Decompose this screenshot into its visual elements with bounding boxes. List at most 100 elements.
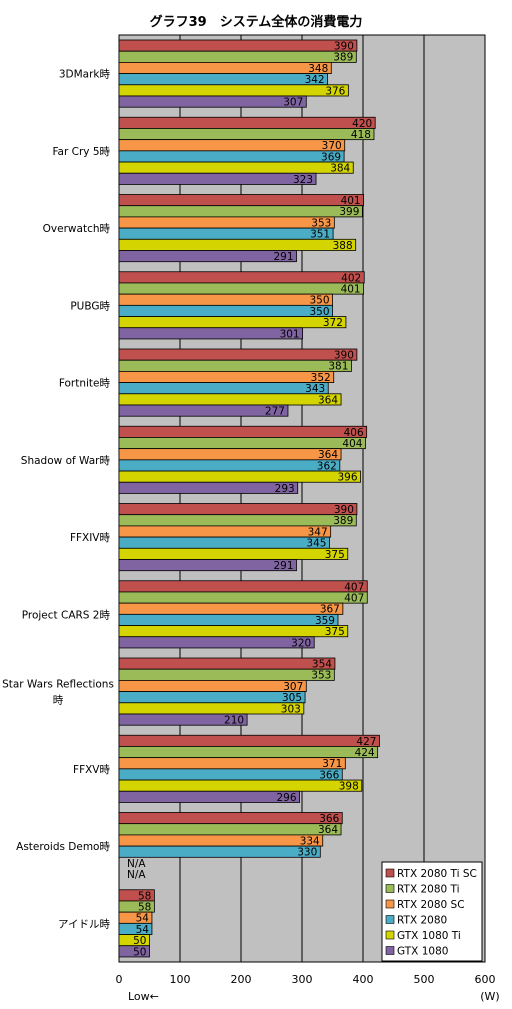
- bar: [118, 393, 342, 406]
- bar: [118, 128, 375, 141]
- bar: [118, 580, 368, 593]
- bar: [118, 304, 333, 317]
- value-label: 396: [338, 472, 358, 484]
- bar: [118, 216, 335, 229]
- bar: [118, 227, 334, 240]
- category-label: Star Wars Reflections 時: [2, 679, 114, 707]
- value-label: 420: [352, 118, 372, 130]
- legend: RTX 2080 Ti SC RTX 2080 Ti RTX 2080 SC RTX …: [381, 861, 483, 962]
- x-tick-label: 200: [231, 973, 252, 986]
- value-label: 350: [309, 306, 329, 318]
- bar: [118, 238, 357, 251]
- value-label: 58: [138, 901, 151, 913]
- bar: [118, 591, 368, 604]
- bar: [118, 250, 297, 263]
- bar: [118, 812, 343, 825]
- value-label: 371: [322, 758, 342, 770]
- value-label: 427: [356, 736, 376, 748]
- value-label: 353: [311, 217, 331, 229]
- bar: [118, 62, 332, 75]
- bar: [118, 425, 368, 438]
- value-label: 401: [341, 283, 361, 295]
- bar: [118, 282, 365, 295]
- legend-swatch: [385, 899, 395, 909]
- value-label: 407: [344, 581, 364, 593]
- category-label: 3DMark時: [59, 69, 111, 81]
- value-label: 342: [305, 74, 325, 86]
- bar: [118, 834, 324, 847]
- value-label: 402: [341, 272, 361, 284]
- na-label: N/A: [127, 869, 146, 881]
- value-label: 364: [318, 824, 338, 836]
- bar: [118, 95, 307, 108]
- value-label: 367: [320, 604, 340, 616]
- direction-note: Low←: [128, 990, 159, 1003]
- bar: [118, 150, 345, 163]
- gridlines: [179, 35, 425, 962]
- value-label: 366: [319, 769, 339, 781]
- category-label: Fortnite時: [59, 378, 111, 390]
- bar: [118, 139, 346, 152]
- bar: [118, 779, 363, 792]
- value-label: 399: [339, 206, 359, 218]
- bar: [118, 602, 344, 615]
- bar: [118, 172, 317, 185]
- value-label: 58: [138, 890, 151, 902]
- value-label: 50: [133, 935, 146, 947]
- bar: [118, 84, 349, 97]
- value-label: 390: [334, 504, 354, 516]
- bar: [118, 746, 379, 759]
- bar: [118, 525, 332, 538]
- bar: [118, 470, 361, 483]
- value-label: 307: [283, 681, 303, 693]
- value-label: 390: [334, 41, 354, 53]
- value-label: 303: [281, 703, 301, 715]
- bar: [118, 691, 306, 704]
- bar: [118, 503, 358, 516]
- chart-title: グラフ39 システム全体の消費電力: [150, 14, 363, 30]
- legend-swatch: [385, 915, 395, 924]
- bar: [118, 757, 346, 770]
- value-label: 210: [224, 715, 244, 727]
- value-label: 307: [283, 97, 303, 109]
- bar: [118, 559, 297, 572]
- bar: [118, 613, 339, 626]
- bar: [118, 845, 321, 858]
- bar: [118, 205, 363, 218]
- bar: [118, 481, 299, 494]
- legend-swatch: [385, 930, 395, 940]
- bar: [118, 702, 305, 715]
- value-label: 348: [308, 63, 328, 75]
- value-label: 388: [333, 240, 353, 252]
- bar: [118, 668, 335, 681]
- x-tick-label: 0: [116, 973, 123, 986]
- category-label: Shadow of War時: [21, 455, 111, 467]
- bar: [118, 790, 300, 803]
- bar: [118, 327, 304, 340]
- value-label: 330: [297, 847, 317, 859]
- bar: [118, 116, 376, 129]
- value-label: 296: [277, 792, 297, 804]
- bar: [118, 39, 358, 52]
- value-label: 359: [315, 615, 335, 627]
- value-label: 364: [318, 449, 338, 461]
- value-label: 384: [330, 163, 350, 175]
- value-label: 418: [351, 129, 371, 141]
- category-label-line: 時: [53, 695, 64, 707]
- legend-label: GTX 1080 Ti: [397, 930, 461, 942]
- bar: [118, 73, 329, 86]
- category-label: FFXV時: [73, 764, 110, 776]
- value-label: 293: [275, 483, 295, 495]
- category-label: アイドル時: [58, 918, 110, 930]
- value-label: 343: [305, 383, 325, 395]
- value-label: 301: [280, 328, 300, 340]
- bar: [118, 382, 329, 395]
- value-label: 398: [339, 781, 359, 793]
- bar: [118, 370, 335, 383]
- value-label: 369: [321, 151, 341, 163]
- x-tick-label: 100: [170, 973, 191, 986]
- bar: [118, 657, 336, 670]
- bar: [118, 514, 357, 527]
- value-label: 362: [317, 460, 337, 472]
